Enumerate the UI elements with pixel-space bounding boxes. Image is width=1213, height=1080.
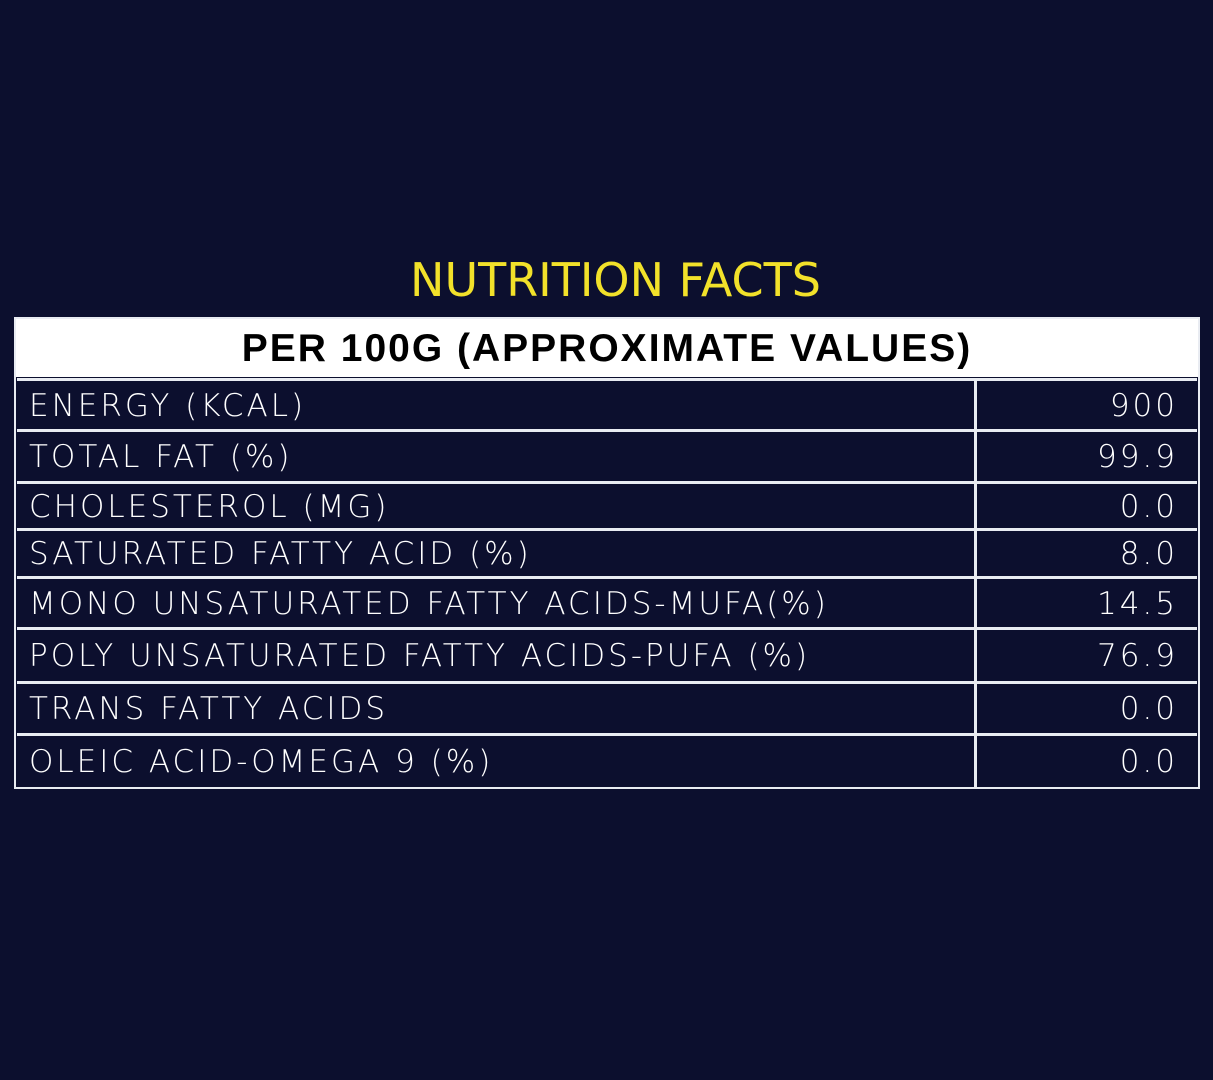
row-label: MONO UNSATURATED FATTY ACIDS-MUFA(%) [29, 585, 829, 622]
row-label: ENERGY (KCAL) [29, 387, 307, 424]
column-divider [974, 378, 977, 789]
table-body: ENERGY (KCAL) 900 TOTAL FAT (%) 99.9 CHO… [17, 378, 1197, 787]
row-value: 0.0 [1119, 743, 1178, 780]
row-value: 0.0 [1119, 488, 1178, 525]
table-row: TRANS FATTY ACIDS 0.0 [17, 681, 1197, 734]
row-label: TRANS FATTY ACIDS [29, 691, 389, 727]
row-value: 8.0 [1119, 536, 1178, 572]
row-value: 99.9 [1096, 438, 1178, 475]
table-row: OLEIC ACID-OMEGA 9 (%) 0.0 [17, 733, 1197, 787]
table-row: POLY UNSATURATED FATTY ACIDS-PUFA (%) 76… [17, 627, 1197, 682]
nutrition-title: NUTRITION FACTS [410, 253, 821, 307]
row-label: SATURATED FATTY ACID (%) [29, 536, 532, 572]
row-label: POLY UNSATURATED FATTY ACIDS-PUFA (%) [29, 638, 811, 674]
row-value: 14.5 [1096, 585, 1178, 622]
table-row: SATURATED FATTY ACID (%) 8.0 [17, 528, 1197, 577]
table-header: PER 100G (APPROXIMATE VALUES) [16, 319, 1198, 377]
table-row: ENERGY (KCAL) 900 [17, 378, 1197, 430]
row-value: 900 [1109, 387, 1178, 424]
row-value: 76.9 [1096, 638, 1178, 674]
row-value: 0.0 [1119, 691, 1178, 727]
nutrition-table: PER 100G (APPROXIMATE VALUES) ENERGY (KC… [14, 317, 1200, 789]
row-label: TOTAL FAT (%) [29, 438, 293, 475]
row-label: CHOLESTEROL (MG) [29, 488, 390, 525]
table-row: MONO UNSATURATED FATTY ACIDS-MUFA(%) 14.… [17, 576, 1197, 628]
table-row: TOTAL FAT (%) 99.9 [17, 429, 1197, 481]
table-row: CHOLESTEROL (MG) 0.0 [17, 481, 1197, 529]
row-label: OLEIC ACID-OMEGA 9 (%) [29, 743, 494, 780]
